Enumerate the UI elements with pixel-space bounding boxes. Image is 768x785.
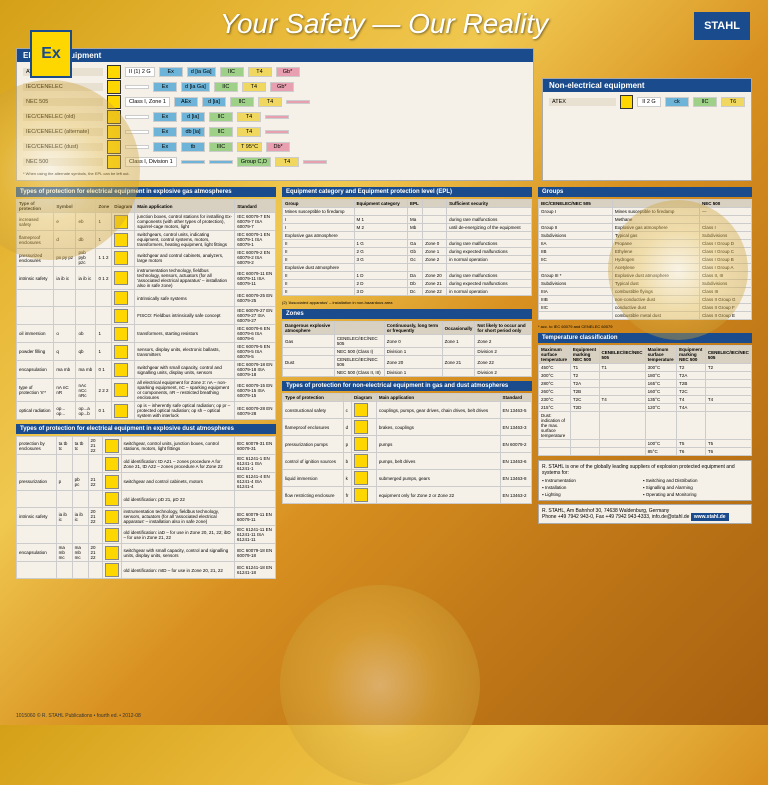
zones-table: Dangerous explosive atmosphereContinuous… [282, 321, 532, 377]
elec-title: Electrical equipment [17, 49, 533, 62]
nonelec-title: Non-electrical equipment [543, 79, 751, 92]
epl-title: Equipment category and Equipment protect… [282, 187, 532, 197]
temp-title: Temperature classification [538, 333, 752, 343]
prot-dust-table: protection by enclosuresta tb tcta tb tc… [16, 436, 276, 579]
prot-dust-title: Types of protection for electrical equip… [16, 424, 276, 434]
zones-title: Zones [282, 309, 532, 319]
prot-nonelec-table: Type of protectionDiagramMain applicatio… [282, 393, 532, 504]
stahl-logo: STAHL [694, 12, 750, 40]
ex-logo: Ex [30, 30, 72, 78]
temp-table: Maximum surface temperatureEquipment mar… [538, 345, 752, 456]
company-address: R. STAHL, Am Bahnhof 30, 74638 Waldenbur… [538, 504, 752, 524]
company-info: R. STAHL is one of the globally leading … [538, 460, 752, 501]
page-title: Your Safety — Our Reality [0, 0, 768, 44]
groups-title: Groups [538, 187, 752, 197]
footer: 1015060 © R. STAHL Publications • fourth… [16, 713, 141, 719]
epl-table: GroupEquipment categoryEPLSufficient sec… [282, 199, 532, 296]
nonelec-equipment-box: Non-electrical equipment ATEX II 2 G ck … [542, 78, 752, 181]
hex-icon [620, 95, 633, 109]
prot-nonelec-title: Types of protection for non-electrical e… [282, 381, 532, 391]
